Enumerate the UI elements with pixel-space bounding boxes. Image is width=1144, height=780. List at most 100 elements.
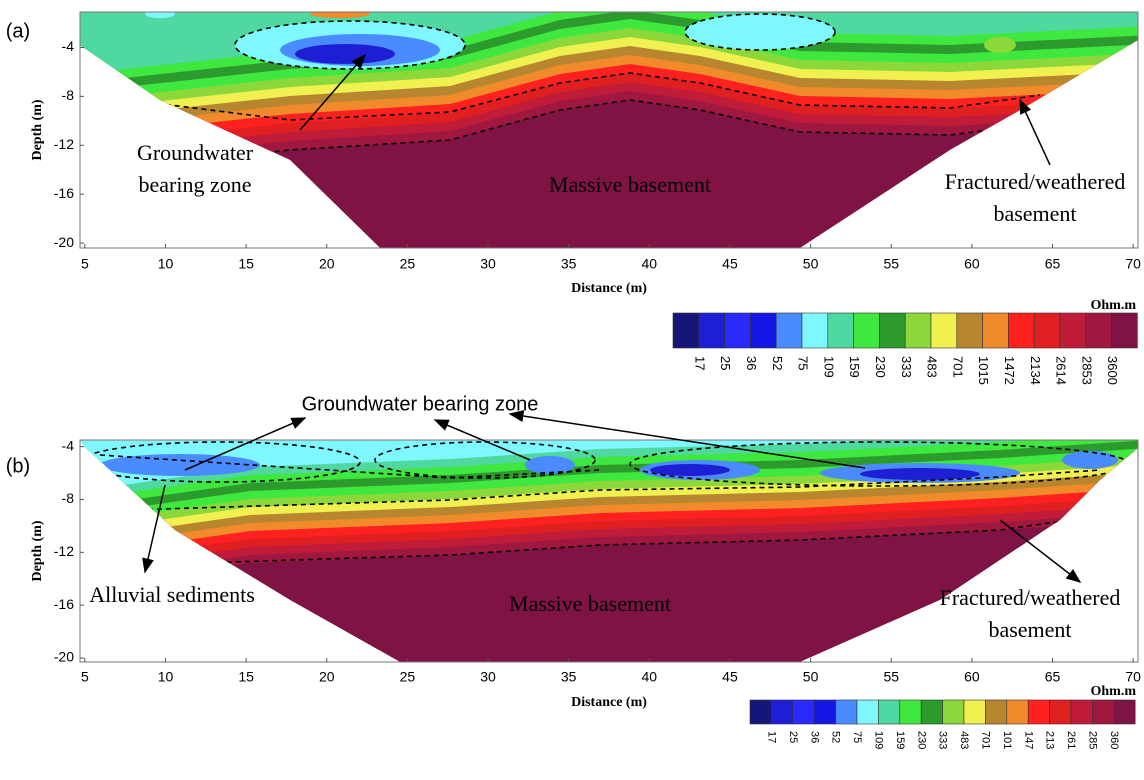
- colorbar-swatch: [1092, 699, 1115, 725]
- annotation: basement: [993, 201, 1076, 226]
- colorbar-swatch: [856, 699, 879, 725]
- annotation: Groundwater: [137, 140, 254, 165]
- x-tick-label: 20: [319, 669, 335, 685]
- colorbar-swatch: [1027, 699, 1050, 725]
- colorbar-swatch: [1059, 312, 1087, 349]
- x-tick-label: 65: [1045, 669, 1061, 685]
- colorbar-swatch: [1070, 699, 1093, 725]
- x-tick-label: 55: [883, 669, 899, 685]
- colorbar-swatch: [878, 699, 901, 725]
- y-tick-label: -8: [62, 87, 75, 103]
- resistivity-zone: [100, 454, 260, 476]
- colorbar-swatch: [982, 312, 1009, 349]
- x-tick-label: 50: [803, 669, 819, 685]
- colorbar-label: 36: [744, 356, 759, 370]
- colorbar-label: 36: [808, 731, 820, 743]
- annotation-arrow: [1019, 98, 1051, 166]
- colorbar-label: 52: [830, 731, 842, 743]
- colorbar-swatch: [827, 312, 854, 349]
- resistivity-zone: [685, 14, 835, 50]
- colorbar-swatch: [985, 699, 1008, 725]
- x-tick-label: 10: [158, 256, 174, 272]
- contour-line: [99, 454, 601, 479]
- x-tick-label: 45: [722, 256, 738, 272]
- y-tick-label: -16: [54, 596, 74, 612]
- colorbar-label: 701: [979, 731, 991, 749]
- annotation: Fractured/weathered: [945, 169, 1126, 194]
- colorbar-label: 2614: [1054, 356, 1069, 385]
- colorbar-label: 159: [847, 356, 862, 378]
- colorbar-swatch: [1008, 312, 1035, 349]
- annotation: Massive basement: [509, 591, 671, 616]
- x-tick-label: 60: [964, 669, 980, 685]
- colorbar-label: 25: [787, 731, 799, 743]
- annotation-arrow: [184, 417, 307, 471]
- annotation-arrow: [433, 419, 531, 461]
- resistivity-section: [80, 12, 1138, 248]
- contour-line: [234, 20, 466, 70]
- colorbar-label: 75: [796, 356, 811, 370]
- colorbar-label: 25: [718, 356, 733, 370]
- colorbar-label: 333: [899, 356, 914, 378]
- x-tick-label: 10: [158, 669, 174, 685]
- x-tick-label: 55: [883, 256, 899, 272]
- resistivity-zone: [860, 468, 980, 480]
- y-tick-label: -16: [54, 185, 74, 201]
- x-tick-label: 40: [642, 669, 658, 685]
- colorbar-label: 109: [872, 731, 884, 749]
- x-tick-label: 65: [1045, 256, 1061, 272]
- contour-line: [129, 72, 1041, 121]
- colorbar-swatch: [835, 699, 858, 725]
- contour-line: [684, 13, 836, 51]
- x-tick-label: 25: [400, 256, 416, 272]
- x-tick-label: 50: [803, 256, 819, 272]
- colorbar-label: 230: [915, 731, 927, 749]
- colorbar-swatch: [801, 312, 829, 349]
- colorbar-swatch: [1085, 312, 1112, 349]
- colorbar-label: 230: [873, 356, 888, 378]
- annotation: Fractured/weathered: [940, 585, 1121, 610]
- annotation: Alluvial sediments: [89, 582, 255, 607]
- y-tick-label: -4: [62, 38, 75, 54]
- colorbar-label: 2853: [1079, 356, 1094, 385]
- x-tick-label: 30: [480, 256, 496, 272]
- colorbar-swatch: [792, 699, 815, 725]
- colorbar-swatch: [879, 312, 906, 349]
- colorbar-swatch: [672, 312, 700, 349]
- resistivity-zone: [984, 37, 1016, 53]
- contour-line: [129, 469, 1101, 511]
- resistivity-band: [80, 440, 1138, 494]
- colorbar-swatch: [750, 312, 777, 349]
- annotation: basement: [988, 617, 1071, 642]
- x-tick-label: 35: [561, 669, 577, 685]
- colorbar-label: 1015: [976, 356, 991, 385]
- x-tick-label: 60: [964, 256, 980, 272]
- x-tick-label: 15: [238, 256, 254, 272]
- annotation-arrow: [508, 410, 866, 469]
- x-tick-label: 25: [400, 669, 416, 685]
- y-tick-label: -20: [54, 649, 74, 665]
- colorbar-label: 285: [1086, 731, 1098, 749]
- colorbar-swatch: [1049, 699, 1072, 725]
- annotation-arrow: [299, 53, 366, 131]
- colorbar-swatch: [1006, 699, 1029, 725]
- x-tick-label: 20: [319, 256, 335, 272]
- annotation: Massive basement: [549, 172, 711, 197]
- x-tick-label: 45: [722, 669, 738, 685]
- panel-label: (a): [6, 20, 30, 42]
- colorbar-label: 213: [1044, 731, 1056, 749]
- colorbar-swatch: [963, 699, 986, 725]
- colorbar-swatch: [749, 699, 772, 725]
- colorbar-label: 101: [1001, 731, 1013, 749]
- resistivity-zone: [525, 456, 575, 474]
- colorbar-label: 109: [821, 356, 836, 378]
- colorbar-label: 17: [765, 731, 777, 743]
- colorbar-title: Ohm.m: [1091, 298, 1137, 313]
- colorbar-swatch: [698, 312, 725, 349]
- colorbar-swatch: [771, 699, 794, 725]
- x-tick-label: 5: [81, 669, 89, 685]
- annotation: bearing zone: [139, 172, 252, 197]
- y-axis-label: Depth (m): [30, 99, 45, 160]
- x-tick-label: 15: [238, 669, 254, 685]
- colorbar-label: 483: [958, 731, 970, 749]
